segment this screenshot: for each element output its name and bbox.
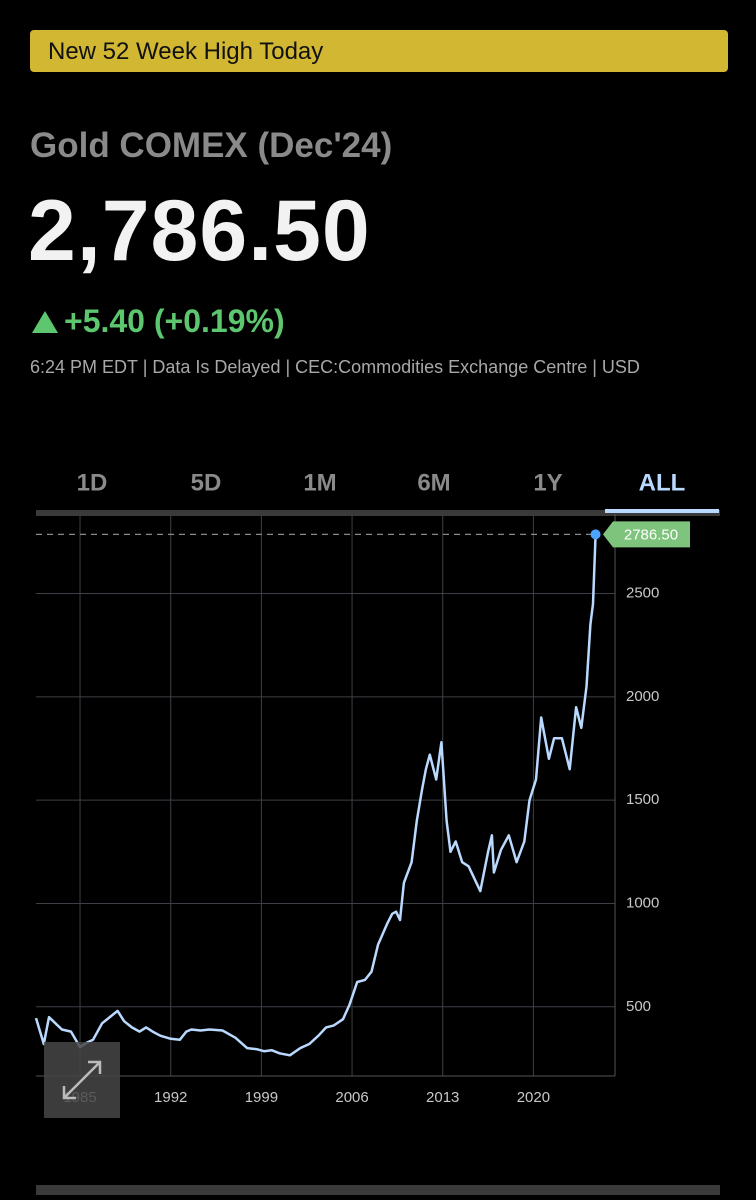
y-tick-label: 2000 <box>626 688 659 705</box>
range-tab[interactable]: ALL <box>639 469 686 496</box>
price-badge <box>603 521 690 548</box>
last-price: 2,786.50 <box>28 183 371 279</box>
quote-meta: 6:24 PM EDT | Data Is Delayed | CEC:Comm… <box>30 357 640 377</box>
range-tab[interactable]: 1M <box>303 469 336 496</box>
x-tick-label: 2006 <box>335 1089 368 1106</box>
price-line-series <box>34 534 597 1057</box>
range-tab[interactable]: 1Y <box>533 469 562 496</box>
chart: 1D5D1M6M1YALL500100015002000250019851992… <box>34 469 720 1195</box>
bottom-bar <box>36 1185 720 1195</box>
x-tick-label: 2020 <box>517 1089 550 1106</box>
y-tick-label: 500 <box>626 998 651 1015</box>
expand-icon <box>62 1060 102 1100</box>
range-tab[interactable]: 5D <box>191 469 222 496</box>
last-point <box>590 529 601 540</box>
range-tab[interactable]: 6M <box>417 469 450 496</box>
x-tick-label: 2013 <box>426 1089 459 1106</box>
range-tab[interactable]: 1D <box>77 469 108 496</box>
x-tick-label: 1992 <box>154 1089 187 1106</box>
instrument-title: Gold COMEX (Dec'24) <box>30 126 393 165</box>
expand-button[interactable] <box>44 1042 120 1118</box>
up-arrow <box>32 311 58 333</box>
tab-rail <box>36 510 720 516</box>
y-tick-label: 2500 <box>626 585 659 602</box>
alert-text: New 52 Week High Today <box>48 38 324 65</box>
price-change: +5.40 (+0.19%) <box>64 303 285 339</box>
y-tick-label: 1500 <box>626 791 659 808</box>
alert-banner: New 52 Week High Today <box>30 30 728 72</box>
y-tick-label: 1000 <box>626 894 659 911</box>
active-tab-underline <box>605 509 719 513</box>
price-badge-label: 2786.50 <box>624 526 678 543</box>
x-tick-label: 1999 <box>245 1089 278 1106</box>
